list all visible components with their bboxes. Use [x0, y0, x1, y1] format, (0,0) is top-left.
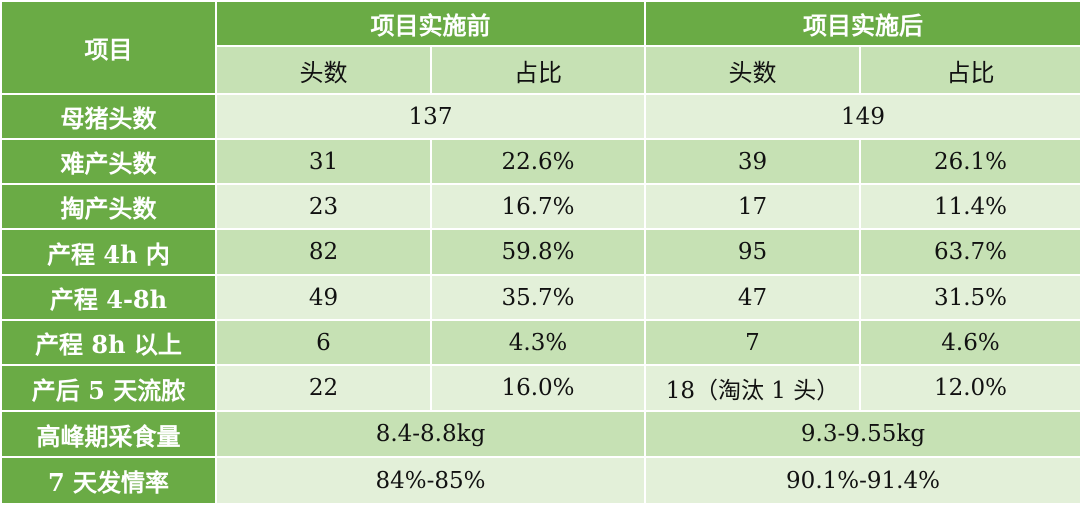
row-label: 难产头数 [0, 138, 217, 185]
after-ratio: 31.5% [859, 274, 1080, 321]
before-count: 49 [215, 274, 432, 321]
after-count: 47 [644, 274, 861, 321]
after-ratio: 11.4% [859, 183, 1080, 230]
header-after-group: 项目实施后 [644, 0, 1080, 47]
row-label: 高峰期采食量 [0, 410, 217, 458]
before-ratio: 59.8% [430, 228, 646, 276]
after-value: 90.1%-91.4% [644, 456, 1080, 505]
before-ratio: 35.7% [430, 274, 646, 321]
row-label: 掏产头数 [0, 183, 217, 230]
table-row: 产程 4h 内 82 59.8% 95 63.7% [0, 228, 1080, 276]
after-ratio: 12.0% [859, 364, 1080, 412]
before-value: 137 [215, 93, 646, 140]
before-ratio: 16.0% [430, 364, 646, 412]
row-label: 产程 8h 以上 [0, 319, 217, 366]
row-label: 产程 4-8h [0, 274, 217, 321]
before-ratio: 22.6% [430, 138, 646, 185]
subheader-before-ratio: 占比 [430, 45, 646, 95]
table-row: 难产头数 31 22.6% 39 26.1% [0, 138, 1080, 185]
row-label: 产后 5 天流脓 [0, 364, 217, 412]
after-count: 39 [644, 138, 861, 185]
subheader-before-count: 头数 [215, 45, 432, 95]
before-count: 6 [215, 319, 432, 366]
before-count: 82 [215, 228, 432, 276]
after-count: 95 [644, 228, 861, 276]
before-count: 22 [215, 364, 432, 412]
table-row: 掏产头数 23 16.7% 17 11.4% [0, 183, 1080, 230]
table-row: 高峰期采食量 8.4-8.8kg 9.3-9.55kg [0, 410, 1080, 458]
after-count: 7 [644, 319, 861, 366]
subheader-after-ratio: 占比 [859, 45, 1080, 95]
after-ratio: 26.1% [859, 138, 1080, 185]
table-row: 产后 5 天流脓 22 16.0% 18（淘汰 1 头） 12.0% [0, 364, 1080, 412]
after-value: 149 [644, 93, 1080, 140]
table-row: 产程 4-8h 49 35.7% 47 31.5% [0, 274, 1080, 321]
before-count: 23 [215, 183, 432, 230]
subheader-after-count: 头数 [644, 45, 861, 95]
after-count: 17 [644, 183, 861, 230]
after-value: 9.3-9.55kg [644, 410, 1080, 458]
table-row: 产程 8h 以上 6 4.3% 7 4.6% [0, 319, 1080, 366]
table-row: 母猪头数 137 149 [0, 93, 1080, 140]
row-label: 产程 4h 内 [0, 228, 217, 276]
row-label: 7 天发情率 [0, 456, 217, 505]
before-value: 84%-85% [215, 456, 646, 505]
table-row: 7 天发情率 84%-85% 90.1%-91.4% [0, 456, 1080, 505]
header-before-group: 项目实施前 [215, 0, 646, 47]
before-value: 8.4-8.8kg [215, 410, 646, 458]
before-ratio: 16.7% [430, 183, 646, 230]
header-item: 项目 [0, 0, 217, 95]
after-ratio: 63.7% [859, 228, 1080, 276]
before-count: 31 [215, 138, 432, 185]
after-ratio: 4.6% [859, 319, 1080, 366]
after-count: 18（淘汰 1 头） [644, 364, 861, 412]
row-label: 母猪头数 [0, 93, 217, 140]
before-ratio: 4.3% [430, 319, 646, 366]
